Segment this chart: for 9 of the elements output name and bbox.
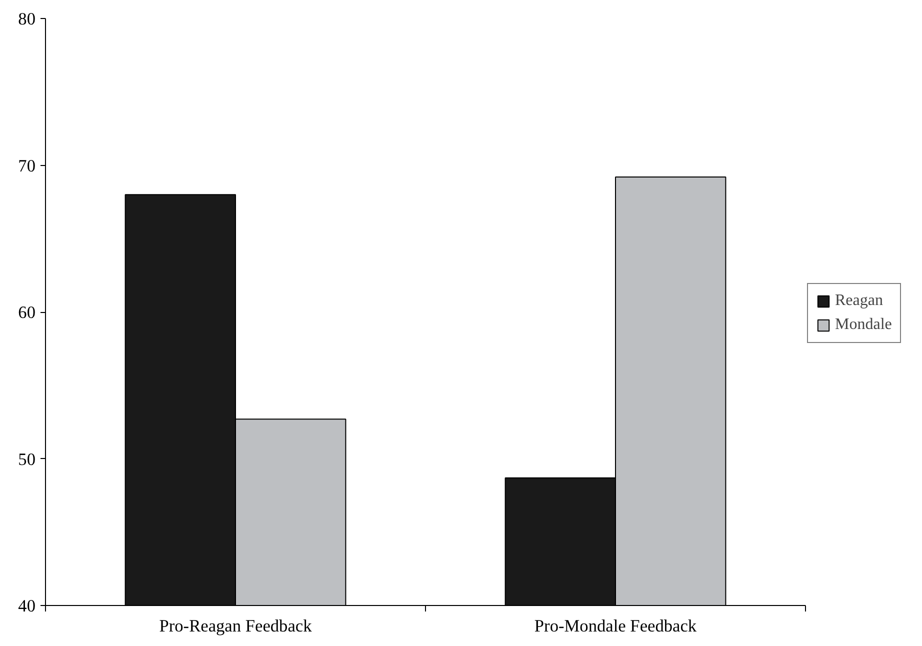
x-tick-label: Pro-Reagan Feedback (159, 616, 312, 636)
y-tick-label: 50 (18, 450, 36, 469)
y-tick-label: 80 (18, 10, 36, 28)
legend-label: Mondale (835, 316, 892, 334)
x-tick-label: Pro-Mondale Feedback (534, 616, 697, 636)
y-tick-label: 40 (18, 596, 36, 616)
y-tick-label: 70 (18, 156, 36, 176)
legend-label: Reagan (835, 292, 883, 310)
y-tick-label: 60 (18, 303, 36, 322)
